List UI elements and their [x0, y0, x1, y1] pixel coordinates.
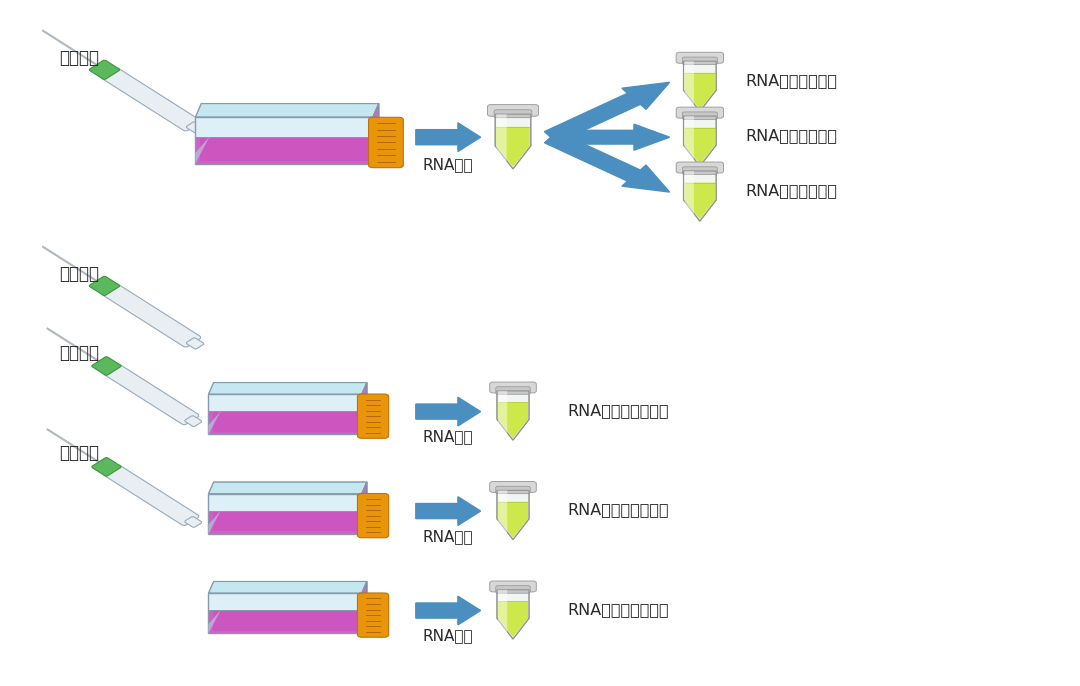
FancyArrow shape: [416, 123, 481, 152]
Text: RNA提取: RNA提取: [423, 429, 473, 445]
Polygon shape: [685, 73, 715, 109]
Polygon shape: [208, 411, 220, 434]
Polygon shape: [498, 490, 508, 533]
Polygon shape: [208, 510, 220, 534]
FancyBboxPatch shape: [92, 357, 121, 375]
Polygon shape: [208, 383, 367, 394]
Polygon shape: [497, 590, 529, 639]
FancyBboxPatch shape: [186, 121, 204, 133]
Polygon shape: [208, 482, 367, 494]
FancyArrow shape: [544, 82, 670, 143]
Polygon shape: [195, 137, 373, 164]
Polygon shape: [685, 116, 694, 160]
Polygon shape: [373, 104, 379, 164]
Text: RNA提取: RNA提取: [423, 628, 473, 643]
Polygon shape: [497, 391, 529, 440]
Polygon shape: [362, 383, 367, 434]
FancyBboxPatch shape: [104, 465, 199, 525]
FancyBboxPatch shape: [186, 338, 204, 349]
FancyArrow shape: [544, 132, 670, 192]
FancyBboxPatch shape: [496, 486, 530, 494]
Text: RNA生物学重复之一: RNA生物学重复之一: [567, 403, 669, 418]
Polygon shape: [208, 610, 220, 633]
FancyBboxPatch shape: [90, 60, 120, 80]
FancyBboxPatch shape: [357, 593, 389, 637]
Text: 药物处理: 药物处理: [59, 265, 99, 283]
FancyBboxPatch shape: [357, 394, 389, 438]
Polygon shape: [495, 114, 530, 169]
FancyBboxPatch shape: [357, 493, 389, 538]
FancyBboxPatch shape: [489, 482, 537, 493]
FancyBboxPatch shape: [102, 284, 201, 347]
Text: RNA提取: RNA提取: [423, 157, 473, 172]
FancyBboxPatch shape: [368, 117, 403, 167]
Polygon shape: [362, 582, 367, 633]
Polygon shape: [208, 411, 362, 434]
FancyBboxPatch shape: [489, 581, 537, 592]
FancyBboxPatch shape: [489, 382, 537, 393]
FancyArrow shape: [416, 596, 481, 625]
Polygon shape: [498, 501, 528, 538]
Polygon shape: [496, 114, 507, 162]
FancyBboxPatch shape: [104, 364, 199, 425]
Polygon shape: [208, 510, 362, 534]
Polygon shape: [208, 494, 362, 510]
Polygon shape: [195, 117, 373, 137]
Polygon shape: [685, 128, 715, 164]
FancyBboxPatch shape: [676, 162, 724, 173]
FancyBboxPatch shape: [102, 68, 201, 131]
Polygon shape: [498, 590, 508, 632]
Polygon shape: [498, 391, 508, 434]
Polygon shape: [200, 138, 368, 161]
FancyArrow shape: [551, 124, 670, 150]
Polygon shape: [498, 601, 528, 637]
Text: RNA提取: RNA提取: [423, 529, 473, 544]
Polygon shape: [684, 116, 716, 166]
Polygon shape: [684, 171, 716, 221]
Text: 药物处理: 药物处理: [59, 344, 99, 362]
Text: RNA技术重复之一: RNA技术重复之一: [745, 73, 837, 88]
Polygon shape: [208, 394, 362, 411]
Polygon shape: [685, 61, 694, 105]
Polygon shape: [213, 412, 357, 431]
FancyBboxPatch shape: [185, 517, 202, 528]
Text: 药物处理: 药物处理: [59, 444, 99, 462]
FancyBboxPatch shape: [496, 586, 530, 593]
FancyBboxPatch shape: [495, 110, 531, 118]
FancyBboxPatch shape: [683, 167, 717, 174]
FancyBboxPatch shape: [683, 112, 717, 119]
Polygon shape: [213, 512, 357, 531]
Polygon shape: [208, 582, 367, 593]
FancyBboxPatch shape: [92, 458, 121, 476]
FancyBboxPatch shape: [487, 104, 539, 116]
Polygon shape: [362, 482, 367, 534]
Polygon shape: [195, 104, 379, 117]
Text: RNA生物学重复之一: RNA生物学重复之一: [567, 502, 669, 517]
Polygon shape: [195, 137, 210, 164]
FancyBboxPatch shape: [496, 387, 530, 394]
Polygon shape: [496, 127, 530, 167]
FancyBboxPatch shape: [90, 276, 120, 296]
FancyBboxPatch shape: [676, 52, 724, 63]
Polygon shape: [498, 402, 528, 438]
Polygon shape: [685, 171, 694, 215]
Polygon shape: [208, 593, 362, 610]
FancyBboxPatch shape: [683, 57, 717, 64]
FancyBboxPatch shape: [676, 107, 724, 118]
Text: RNA技术重复之一: RNA技术重复之一: [745, 183, 837, 198]
Text: 药物处理: 药物处理: [59, 49, 99, 67]
FancyArrow shape: [416, 497, 481, 525]
FancyBboxPatch shape: [185, 416, 202, 427]
FancyArrow shape: [416, 397, 481, 426]
Polygon shape: [208, 610, 362, 633]
Polygon shape: [497, 490, 529, 540]
Polygon shape: [213, 611, 357, 630]
Polygon shape: [685, 182, 715, 219]
Polygon shape: [684, 61, 716, 111]
Text: RNA技术重复之一: RNA技术重复之一: [745, 128, 837, 143]
Text: RNA生物学重复之一: RNA生物学重复之一: [567, 602, 669, 617]
